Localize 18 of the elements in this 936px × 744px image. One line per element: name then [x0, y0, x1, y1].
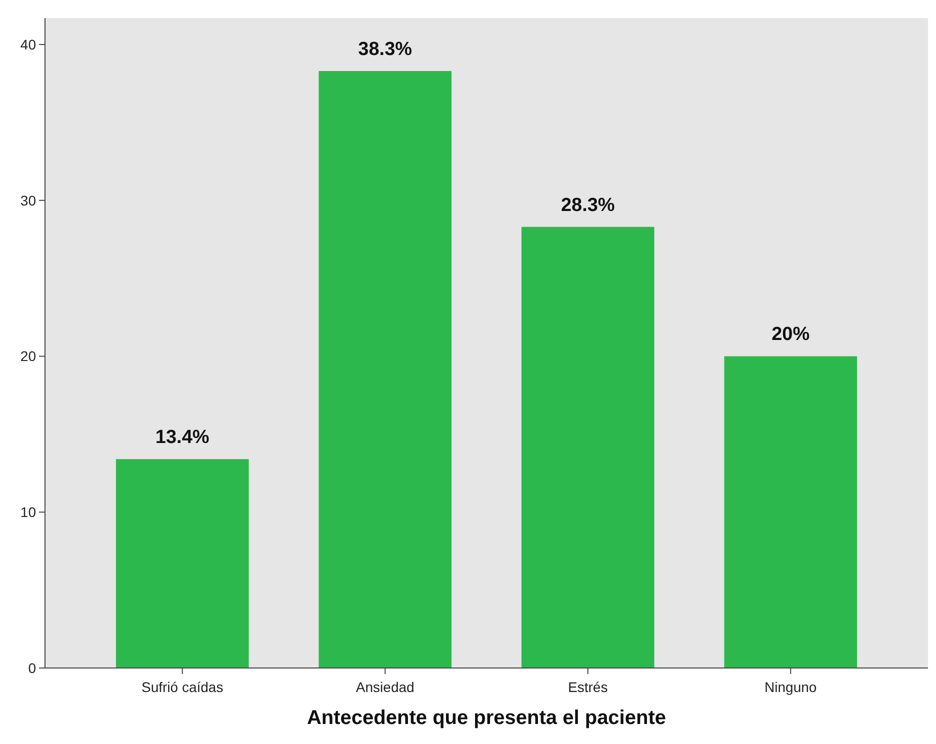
bar — [116, 459, 249, 668]
x-tick-label: Estrés — [568, 679, 608, 695]
y-tick-label: 0 — [28, 660, 36, 676]
data-label: 13.4% — [155, 427, 210, 448]
y-tick-label: 10 — [20, 504, 36, 520]
bar — [521, 226, 654, 668]
x-tick-label: Ansiedad — [356, 679, 414, 695]
x-tick-label: Sufrió caídas — [142, 679, 224, 695]
x-tick-label: Ninguno — [764, 679, 817, 695]
bar — [724, 356, 858, 668]
y-tick-label: 20 — [20, 348, 36, 364]
data-label: 28.3% — [560, 194, 615, 216]
bar — [318, 71, 452, 668]
data-label: 20% — [772, 324, 810, 346]
x-axis-title: Antecedente que presenta el paciente — [306, 707, 666, 729]
data-label: 38.3% — [358, 39, 412, 60]
y-tick-label: 40 — [20, 36, 36, 52]
y-tick-label: 30 — [20, 192, 36, 208]
